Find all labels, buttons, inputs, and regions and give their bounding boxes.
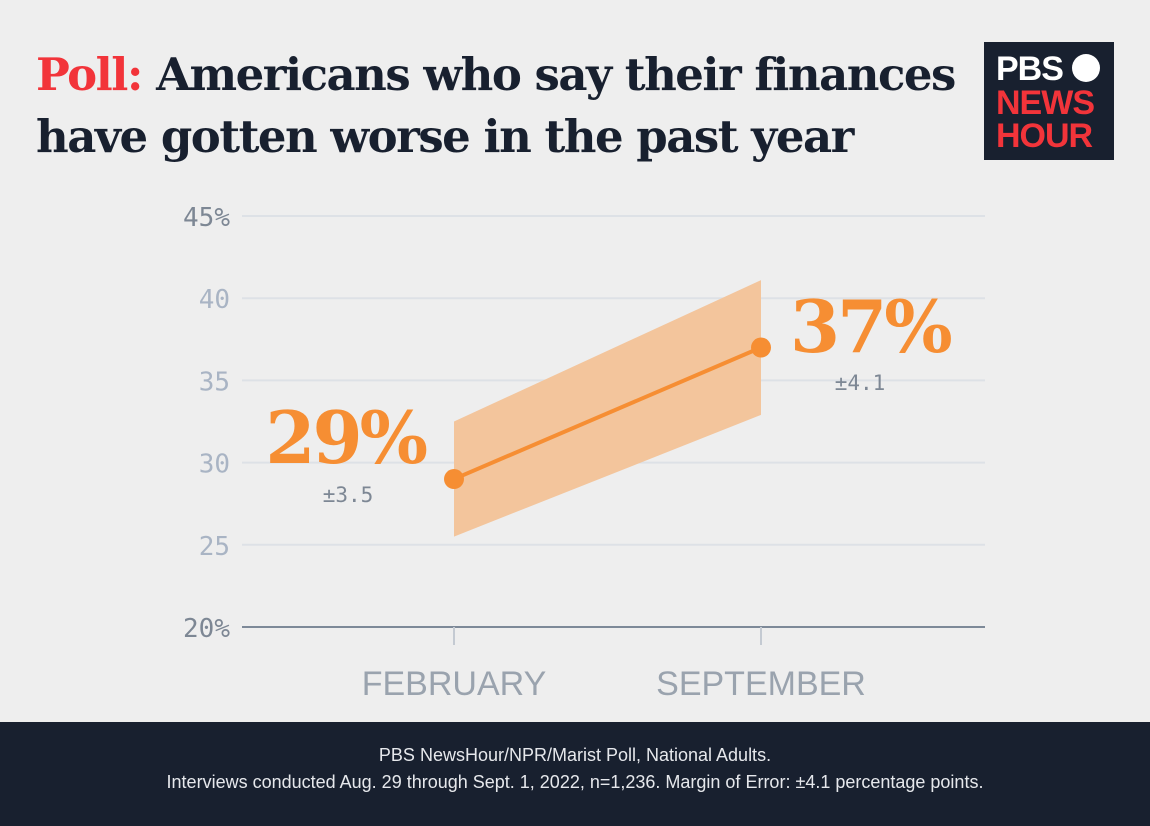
chart-title: Poll: Americans who say their finances h… [36,44,956,168]
y-tick-label: 30 [199,450,230,480]
logo-line2: NEWS [996,84,1095,122]
chart: 20% 25 30 35 40 45% FEBRUARY SEPTEMBER 29% ±3.5 37… [183,203,985,703]
pbs-head-icon [1072,54,1100,82]
margin-of-error-band [454,280,761,537]
y-tick-label: 35 [199,367,230,397]
y-tick-label: 45% [183,203,230,233]
y-tick-label: 20% [183,614,230,644]
data-point [444,469,464,490]
footer: PBS NewsHour/NPR/Marist Poll, National A… [0,722,1150,826]
logo-line1: PBS [996,50,1064,88]
data-point [751,337,771,358]
footer-details: Interviews conducted Aug. 29 through Sep… [166,772,984,792]
y-tick-label: 25 [199,532,230,562]
title-highlight: Poll: [36,48,143,101]
logo-line3: HOUR [996,117,1093,155]
title-text: Americans who say their finances have go… [36,48,956,163]
x-tick-label: FEBRUARY [362,665,547,703]
series-line [453,345,762,481]
moe-label: ±4.1 [835,371,886,395]
data-label: 37% [790,284,951,369]
y-tick-label: 40 [199,285,230,315]
x-tick-label: SEPTEMBER [656,665,866,703]
pbs-newshour-logo: PBS NEWS HOUR [984,42,1114,160]
data-label: 29% [265,395,426,480]
footer-source: PBS NewsHour/NPR/Marist Poll, National A… [378,745,772,765]
moe-label: ±3.5 [323,483,374,507]
